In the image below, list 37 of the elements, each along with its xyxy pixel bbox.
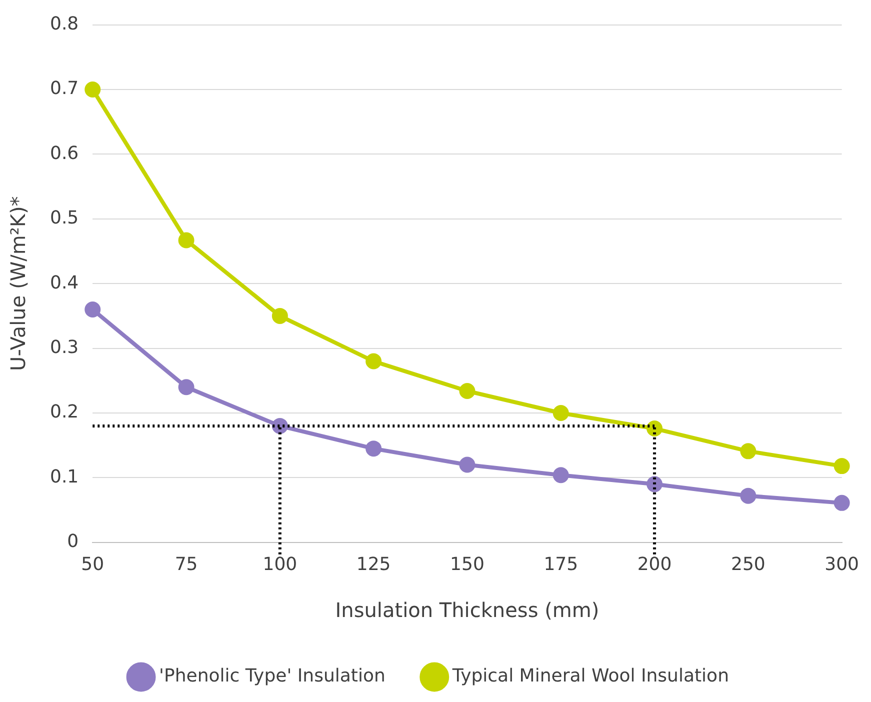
point (178, 232, 194, 248)
point (459, 456, 476, 473)
point (178, 379, 194, 396)
y-tick-label: 0.5 (50, 208, 79, 229)
y-tick-label: 0 (67, 531, 79, 552)
x-tick-label: 75 (174, 554, 198, 575)
x-tick-label: 150 (450, 554, 484, 575)
x-tick-label: 300 (824, 554, 859, 575)
point (272, 308, 288, 324)
legend-label: 'Phenolic Type' Insulation (159, 666, 386, 687)
y-tick-label: 0.4 (50, 272, 79, 294)
x-axis-title: Insulation Thickness (mm) (335, 598, 600, 622)
x-tick-label: 50 (81, 554, 104, 575)
point (84, 301, 101, 318)
point (552, 405, 569, 421)
y-tick-label: 0.1 (50, 466, 79, 488)
point (552, 467, 569, 484)
x-tick-label: 175 (544, 554, 578, 575)
point (366, 440, 382, 457)
point (366, 353, 382, 370)
point (740, 443, 756, 460)
x-tick-label: 250 (730, 554, 766, 575)
y-axis-title: U-Value (W/m²K)* (6, 196, 30, 371)
x-tick-label: 200 (637, 554, 672, 575)
point (459, 383, 476, 399)
y-tick-label: 0.7 (50, 78, 79, 100)
x-tick-label: 125 (356, 554, 391, 575)
y-tick-label: 0.3 (50, 336, 79, 358)
point (834, 494, 850, 511)
x-tick-label: 100 (262, 554, 298, 575)
legend-label: Typical Mineral Wool Insulation (451, 666, 729, 687)
y-tick-label: 0.6 (50, 142, 79, 164)
y-tick-label: 0.8 (50, 13, 79, 34)
point (84, 82, 101, 98)
point (740, 488, 756, 504)
y-tick-label: 0.2 (50, 402, 79, 423)
point (834, 458, 850, 474)
